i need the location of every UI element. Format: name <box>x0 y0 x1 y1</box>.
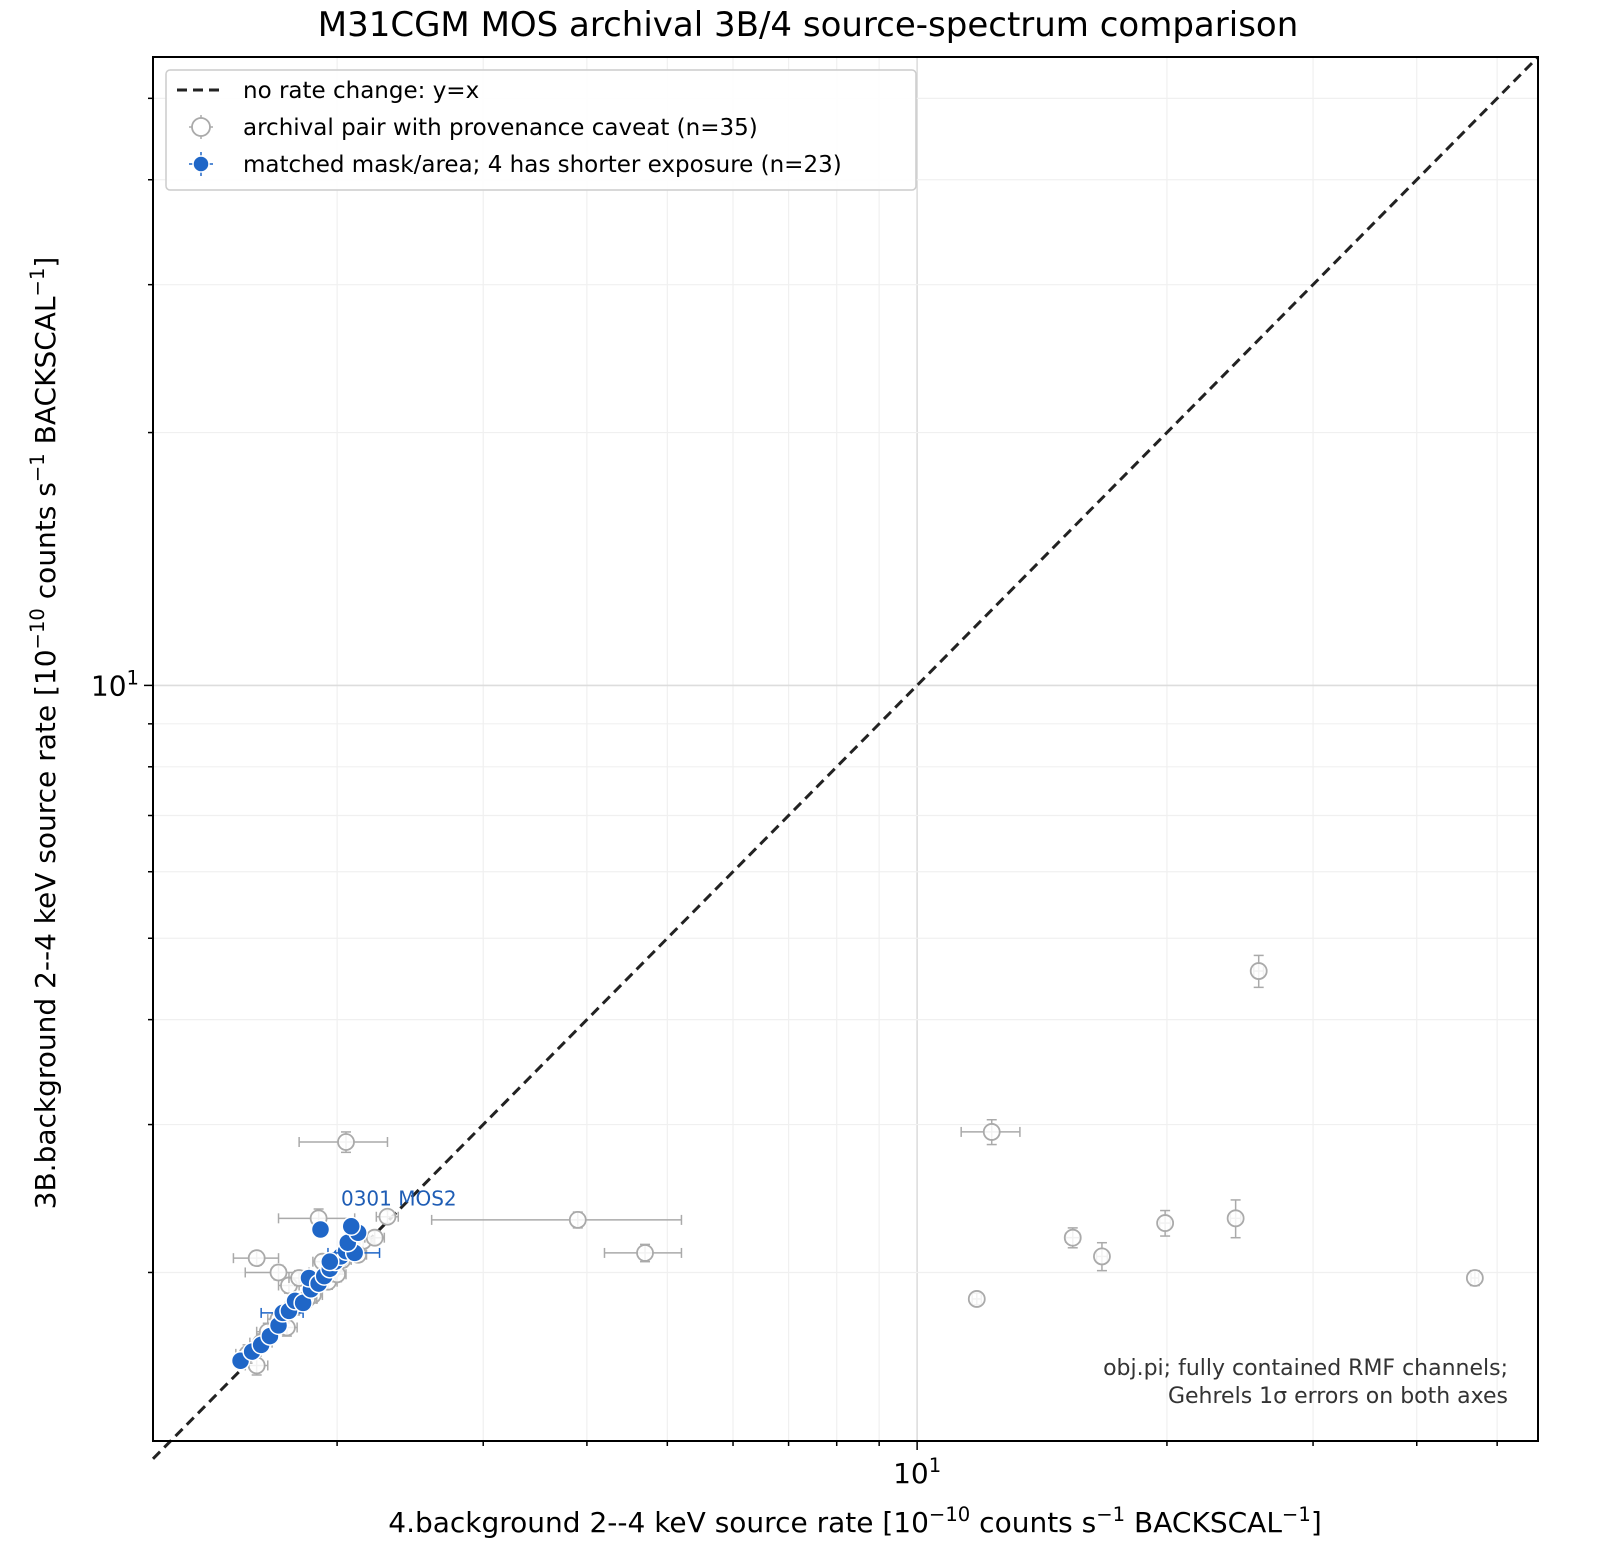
legend-label: no rate change: y=x <box>243 78 479 104</box>
y-tick-label: 101 <box>91 666 139 703</box>
x-axis-label: 4.background 2--4 keV source rate [10−10… <box>388 1503 1322 1540</box>
data-point <box>1063 1228 1082 1247</box>
annotation-note: obj.pi; fully contained RMF channels; Ge… <box>1103 1356 1508 1409</box>
x-tick-label: 101 <box>893 1454 941 1491</box>
y-axis-label: 3B.background 2--4 keV source rate [10−1… <box>26 257 63 1210</box>
data-point <box>982 1123 1001 1141</box>
data-point <box>1093 1247 1111 1266</box>
legend-item: archival pair with provenance caveat (n=… <box>189 115 758 141</box>
data-point <box>310 1219 331 1240</box>
data-point <box>378 1207 397 1226</box>
data-point <box>247 1249 266 1268</box>
point-label-0301-mos2: 0301 MOS2 <box>341 1186 457 1210</box>
legend-item: no rate change: y=x <box>177 78 479 104</box>
data-point <box>1226 1209 1245 1228</box>
data-point <box>1156 1214 1175 1232</box>
legend-box <box>165 69 917 191</box>
data-point <box>967 1290 986 1308</box>
legend: no rate change: y=x archival pair with pr… <box>165 69 917 191</box>
series-matched-mask <box>230 1216 381 1371</box>
data-point <box>337 1133 355 1151</box>
error-bar <box>430 1211 683 1229</box>
legend-item: matched mask/area; 4 has shorter exposur… <box>189 152 842 178</box>
data-point <box>568 1211 587 1229</box>
reference-line-y-equals-x <box>151 55 1540 1460</box>
axis-ticks: 101 101 <box>91 97 1498 1491</box>
data-points-layer <box>230 954 1484 1376</box>
reference-line-layer <box>151 55 1540 1460</box>
data-point <box>365 1228 384 1247</box>
legend-swatch-filled-circle <box>192 155 210 173</box>
data-point <box>636 1244 654 1262</box>
data-point <box>1465 1269 1484 1287</box>
legend-label: matched mask/area; 4 has shorter exposur… <box>243 152 842 178</box>
note-line: obj.pi; fully contained RMF channels; <box>1103 1356 1508 1381</box>
data-point <box>1249 962 1268 980</box>
note-line: Gehrels 1σ errors on both axes <box>1168 1384 1508 1409</box>
plot-frame <box>152 56 1539 1442</box>
series-archival-caveat <box>232 954 1484 1376</box>
chart-title: M31CGM MOS archival 3B/4 source-spectrum… <box>318 5 1299 45</box>
legend-label: archival pair with provenance caveat (n=… <box>243 115 758 141</box>
legend-swatch-open-circle <box>191 117 211 137</box>
data-point <box>320 1251 340 1272</box>
data-point <box>341 1216 361 1237</box>
